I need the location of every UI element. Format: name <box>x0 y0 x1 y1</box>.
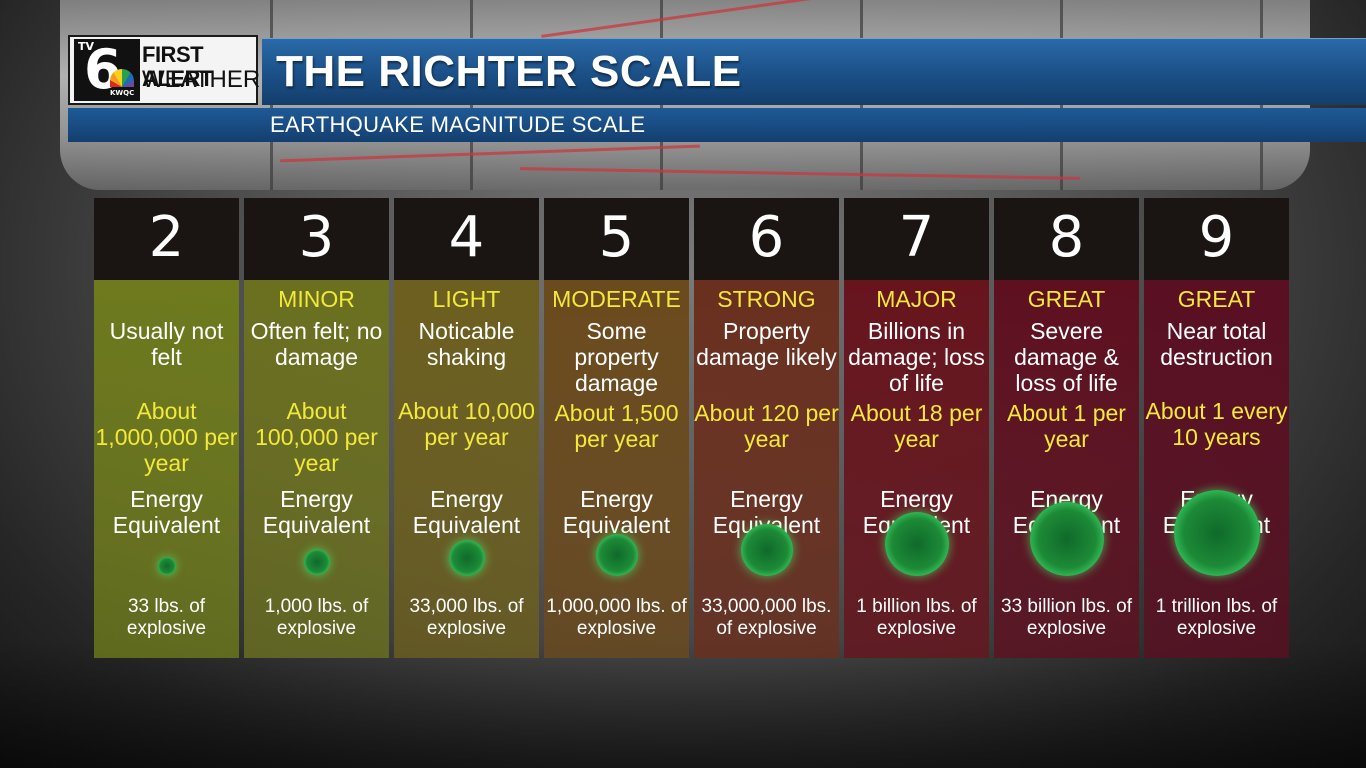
annual-frequency: About 1,500 per year <box>554 400 679 452</box>
page-title: THE RICHTER SCALE <box>276 47 742 96</box>
magnitude-column: 3 MINOR Often felt; no damage About 100,000… <box>244 198 389 658</box>
energy-equivalent-label: Energy Equivalent <box>562 486 671 538</box>
magnitude-description: Noticable shaking <box>418 318 515 370</box>
explosive-amount: 33 billion lbs. of explosive <box>1001 596 1132 639</box>
tv6-badge: TV 6 KWQC <box>74 39 140 101</box>
explosive-amount: 1,000 lbs. of explosive <box>264 596 369 639</box>
peacock-icon <box>110 69 134 87</box>
magnitude-column: 9 GREAT Near total destruction About 1 ever… <box>1144 198 1289 658</box>
magnitude-description: Some property damage <box>574 318 659 396</box>
column-body: MODERATE Some property damage About 1,500 … <box>544 280 689 658</box>
column-body: GREAT Severe damage & loss of life About 1… <box>994 280 1139 658</box>
explosive-amount: 33,000,000 lbs. of explosive <box>701 596 832 639</box>
explosive-amount: 1 trillion lbs. of explosive <box>1155 596 1278 639</box>
station-logo: TV 6 KWQC FIRST ALERT WEATHER <box>68 35 261 105</box>
magnitude-number: 7 <box>844 198 989 280</box>
magnitude-column: 4 LIGHT Noticable shaking About 10,000 per … <box>394 198 539 658</box>
magnitude-column: 7 MAJOR Billions in damage; loss of life Ab… <box>844 198 989 658</box>
subtitle-bar: EARTHQUAKE MAGNITUDE SCALE <box>68 108 1366 142</box>
column-body: MINOR Often felt; no damage About 100,000 … <box>244 280 389 658</box>
magnitude-column: 6 STRONG Property damage likely About 120 p… <box>694 198 839 658</box>
magnitude-description: Property damage likely <box>696 318 837 370</box>
magnitude-description: Often felt; no damage <box>250 318 383 370</box>
energy-ball-icon <box>595 534 638 576</box>
energy-ball-icon <box>157 557 176 575</box>
energy-ball-icon <box>884 512 949 576</box>
logo-weather: WEATHER <box>142 66 261 93</box>
column-body: STRONG Property damage likely About 120 pe… <box>694 280 839 658</box>
energy-ball-icon <box>1173 490 1260 576</box>
magnitude-number: 2 <box>94 198 239 280</box>
logo-callsign: KWQC <box>110 89 135 97</box>
energy-ball-icon <box>448 540 485 576</box>
column-body: GREAT Near total destruction About 1 every… <box>1144 280 1289 658</box>
magnitude-number: 3 <box>244 198 389 280</box>
magnitude-number: 4 <box>394 198 539 280</box>
logo-tv-text: TV <box>78 40 95 53</box>
column-body: Usually not felt About 1,000,000 per year… <box>94 280 239 658</box>
explosive-amount: 33,000 lbs. of explosive <box>409 596 524 639</box>
energy-ball-icon <box>1029 502 1104 576</box>
magnitude-number: 8 <box>994 198 1139 280</box>
magnitude-description: Near total destruction <box>1160 318 1273 370</box>
energy-equivalent-label: Energy Equivalent <box>112 486 221 538</box>
magnitude-description: Billions in damage; loss of life <box>848 318 985 396</box>
magnitude-number: 6 <box>694 198 839 280</box>
magnitude-description: Severe damage & loss of life <box>1014 318 1119 396</box>
magnitude-label: MINOR <box>278 286 355 312</box>
annual-frequency: About 18 per year <box>850 400 983 452</box>
explosive-amount: 33 lbs. of explosive <box>126 596 207 639</box>
column-body: LIGHT Noticable shaking About 10,000 per y… <box>394 280 539 658</box>
magnitude-column: 2 Usually not felt About 1,000,000 per yea… <box>94 198 239 658</box>
annual-frequency: About 1 every 10 years <box>1145 398 1288 450</box>
energy-equivalent-label: Energy Equivalent <box>262 486 371 538</box>
energy-equivalent-label: Energy Equivalent <box>412 486 521 538</box>
energy-ball-icon <box>303 549 330 575</box>
annual-frequency: About 120 per year <box>694 400 839 452</box>
annual-frequency: About 1,000,000 per year <box>95 398 238 476</box>
magnitude-column: 8 GREAT Severe damage & loss of life About … <box>994 198 1139 658</box>
explosive-amount: 1 billion lbs. of explosive <box>856 596 977 639</box>
title-bar: THE RICHTER SCALE <box>262 38 1366 105</box>
explosive-amount: 1,000,000 lbs. of explosive <box>546 596 687 639</box>
magnitude-label: STRONG <box>717 286 816 312</box>
magnitude-column: 5 MODERATE Some property damage About 1,500… <box>544 198 689 658</box>
floor-shadow <box>0 640 1366 768</box>
annual-frequency: About 100,000 per year <box>255 398 378 476</box>
magnitude-label: GREAT <box>1177 286 1256 312</box>
annual-frequency: About 1 per year <box>1007 400 1126 452</box>
energy-ball-icon <box>740 524 793 576</box>
magnitude-number: 5 <box>544 198 689 280</box>
column-body: MAJOR Billions in damage; loss of life Abo… <box>844 280 989 658</box>
page-subtitle: EARTHQUAKE MAGNITUDE SCALE <box>270 112 646 137</box>
magnitude-label: LIGHT <box>432 286 501 312</box>
magnitude-label: MODERATE <box>552 286 681 312</box>
magnitude-number: 9 <box>1144 198 1289 280</box>
annual-frequency: About 10,000 per year <box>398 398 535 450</box>
richter-table: 2 Usually not felt About 1,000,000 per yea… <box>94 198 1290 658</box>
magnitude-label: MAJOR <box>876 286 957 312</box>
magnitude-label: GREAT <box>1027 286 1106 312</box>
magnitude-description: Usually not felt <box>109 318 224 370</box>
logo-first-alert: FIRST ALERT <box>142 42 213 91</box>
